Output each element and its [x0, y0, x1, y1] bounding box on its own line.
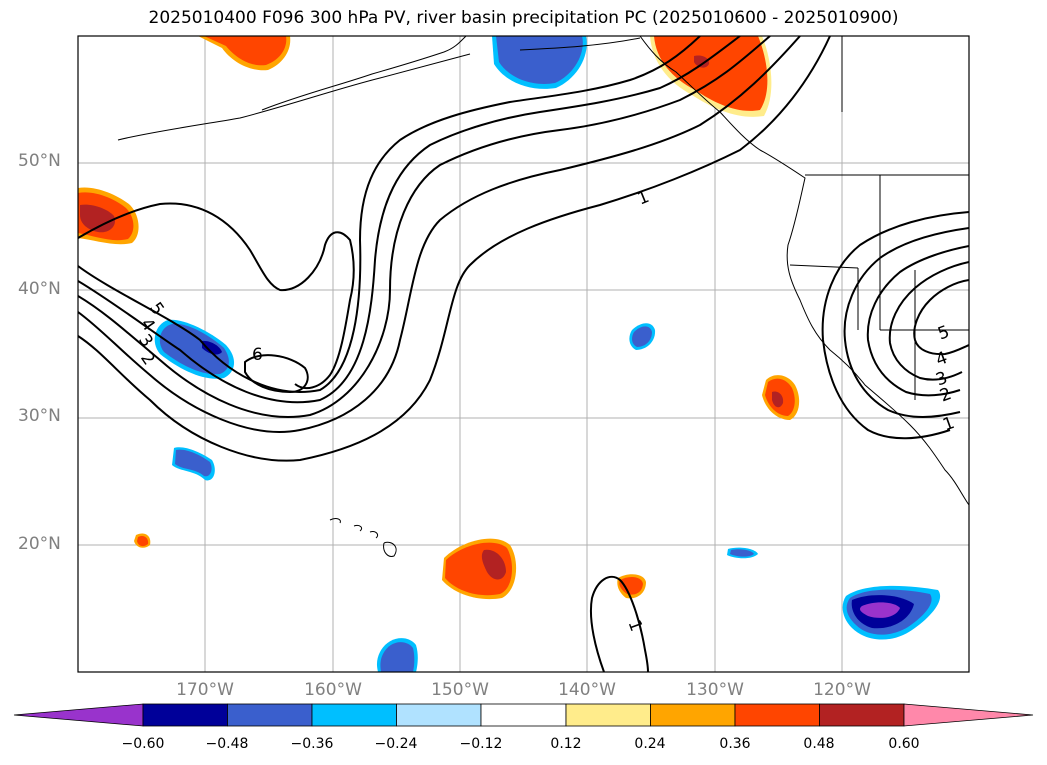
pv-contour-se-5	[913, 279, 969, 356]
pv-contour-ne-2	[78, 36, 801, 433]
pv-contour-ne-1	[78, 36, 831, 462]
contour-label: 3	[933, 368, 950, 390]
precip-blob-nw-positive	[78, 187, 139, 245]
colorbar-segment	[734, 703, 820, 727]
colorbar-tick: −0.36	[290, 736, 334, 752]
colorbar-tick: 0.12	[550, 736, 582, 752]
pv-contour-se-4	[888, 261, 969, 381]
pv-contours	[78, 36, 969, 672]
colorbar	[13, 703, 1034, 727]
pv-contour-se-3	[866, 245, 969, 397]
pv-contour-south-1	[589, 575, 649, 672]
precip-blob-mid-negative	[629, 323, 656, 350]
colorbar-tick: −0.24	[374, 736, 418, 752]
colorbar-extend-high	[903, 703, 1034, 727]
coastlines	[117, 36, 969, 557]
colorbar-segment	[819, 703, 905, 727]
precip-blob-small-positive-2	[617, 574, 646, 599]
colorbar-segment	[396, 703, 482, 727]
pv-contour-se-2	[843, 227, 969, 418]
lat-label-30n: 30°N	[18, 406, 61, 426]
coastline-north-america	[639, 36, 969, 506]
colorbar-tick: 0.24	[634, 736, 666, 752]
coastline-hawaii	[329, 518, 397, 557]
map-frame	[77, 35, 970, 673]
colorbar-tick: −0.60	[121, 736, 165, 752]
lat-label-20n: 20°N	[18, 534, 61, 554]
precip-blob-south-negative	[376, 638, 418, 672]
lat-label-40n: 40°N	[18, 279, 61, 299]
precip-blob-alaska-positive	[650, 36, 772, 117]
pv-contour-ne-3	[78, 36, 771, 418]
precip-blob-se-negative	[842, 585, 941, 640]
contour-label: 1	[635, 187, 653, 210]
pv-contour-ne-5	[78, 36, 701, 393]
lon-label-160w: 160°W	[304, 680, 362, 700]
colorbar-segment	[480, 703, 567, 727]
borders	[789, 36, 969, 400]
colorbar-tick: −0.12	[459, 736, 503, 752]
contour-label: 5	[935, 322, 952, 344]
pv-contour-ne-4	[78, 36, 741, 404]
colorbar-segment	[227, 703, 313, 727]
lon-label-140w: 140°W	[558, 680, 616, 700]
contour-label: 5	[145, 299, 168, 319]
lon-label-120w: 120°W	[813, 680, 871, 700]
contour-label: 1	[624, 617, 646, 634]
coastline-alaska-arc	[117, 53, 471, 141]
precip-blob-small-negative-2	[727, 547, 758, 559]
lon-label-170w: 170°W	[176, 680, 234, 700]
precip-blob-west-negative	[154, 319, 235, 379]
border-states	[789, 175, 969, 400]
contour-label: 4	[933, 348, 950, 370]
pv-contour-se-1	[821, 211, 969, 440]
lon-label-150w: 150°W	[431, 680, 489, 700]
precip-blob-top-positive	[198, 36, 291, 71]
map-title: 2025010400 F096 300 hPa PV, river basin …	[148, 8, 899, 28]
pv-contour-loop	[78, 202, 355, 390]
precip-blob-east-positive	[762, 375, 800, 420]
colorbar-segment	[311, 703, 397, 727]
precip-blob-central-positive	[442, 538, 517, 600]
colorbar-segment	[142, 703, 228, 727]
colorbar-segment	[650, 703, 736, 727]
colorbar-tick: −0.48	[205, 736, 249, 752]
colorbar-tick: 0.60	[888, 736, 920, 752]
colorbar-extend-low	[13, 703, 144, 727]
coastline-alaska-islands	[519, 37, 641, 51]
precip-blob-west-small-negative	[172, 447, 215, 481]
colorbar-tick: 0.36	[719, 736, 751, 752]
lon-label-130w: 130°W	[686, 680, 744, 700]
colorbar-segment	[565, 703, 651, 727]
contour-label: 6	[252, 345, 263, 365]
precip-blob-top-negative	[492, 36, 587, 89]
colorbar-tick: 0.48	[803, 736, 835, 752]
coastline-alaska-peninsula	[261, 36, 467, 111]
lat-label-50n: 50°N	[18, 151, 61, 171]
pv-contour-6	[244, 354, 309, 394]
precip-blob-south-small-positive	[134, 533, 151, 548]
